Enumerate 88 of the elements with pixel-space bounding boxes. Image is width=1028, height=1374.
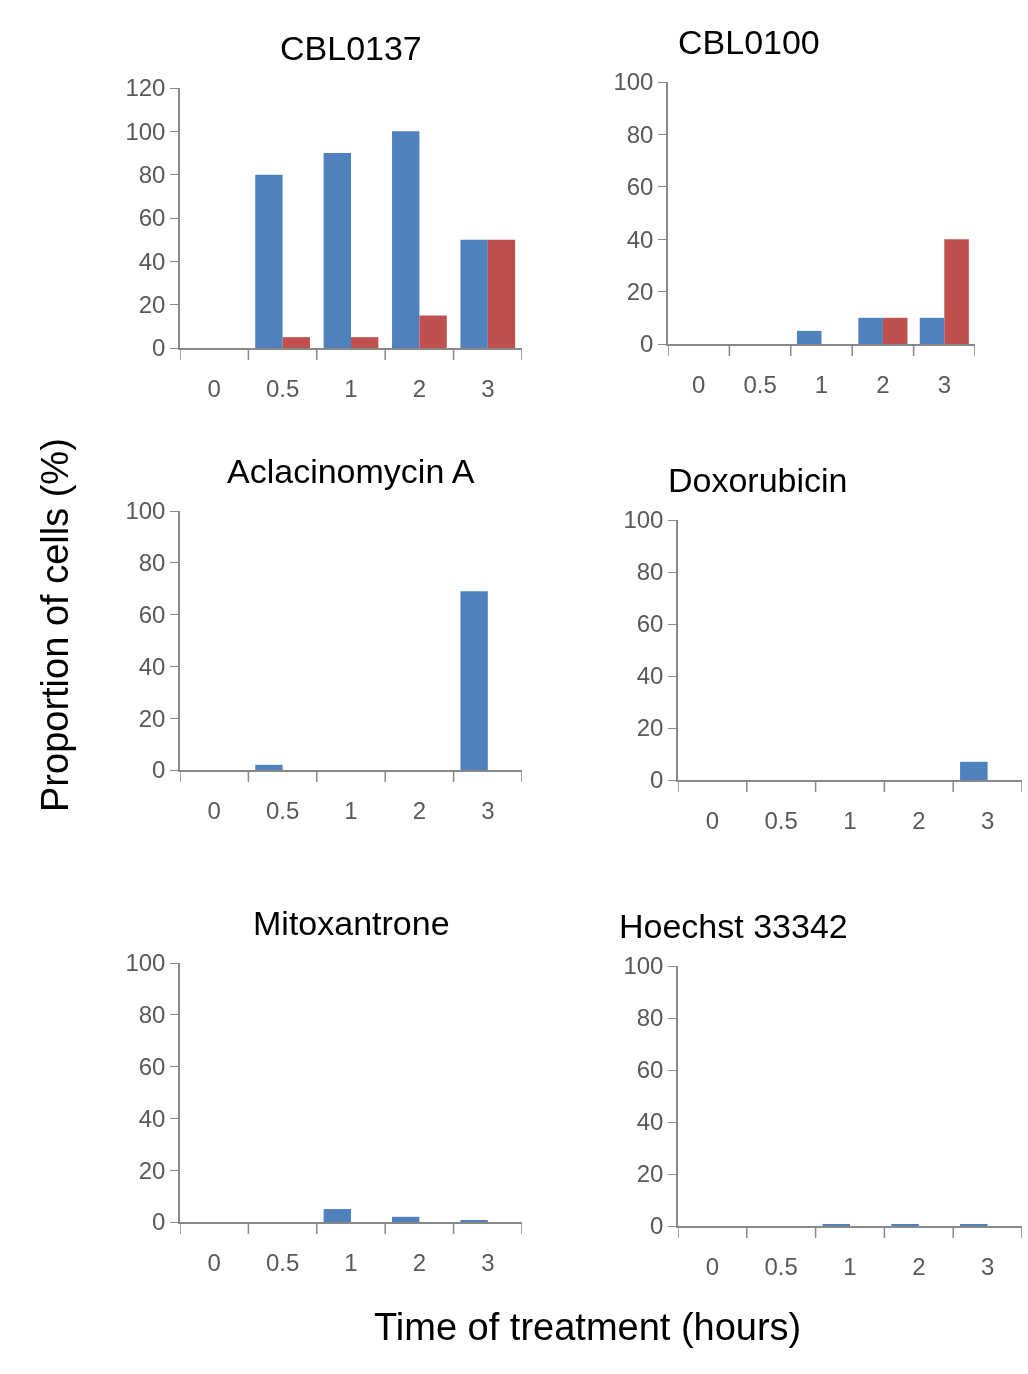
y-tick-label: 80 xyxy=(138,1001,166,1029)
x-tick-label: 0 xyxy=(207,374,221,402)
y-tick-label: 60 xyxy=(636,1056,664,1084)
bar xyxy=(460,239,488,348)
x-tick-label: 1 xyxy=(843,1252,857,1280)
y-tick-label: 0 xyxy=(152,1208,166,1236)
x-tick-label: 1 xyxy=(814,370,829,398)
x-tick-label: 0.5 xyxy=(265,1248,300,1276)
y-tick-label: 60 xyxy=(626,173,654,201)
y-tick-label: 100 xyxy=(125,117,166,145)
x-tick-label: 3 xyxy=(937,370,951,398)
y-tick-label: 100 xyxy=(613,68,654,96)
y-tick-label: 40 xyxy=(138,1104,166,1132)
y-tick-label: 60 xyxy=(138,204,166,232)
y-tick-label: 60 xyxy=(138,601,166,628)
x-tick-label: 0.5 xyxy=(265,796,300,824)
bar xyxy=(882,317,908,344)
x-tick-label: 2 xyxy=(876,370,890,398)
y-tick-label: 80 xyxy=(138,549,166,577)
x-tick-label: 3 xyxy=(980,1252,995,1280)
y-tick-label: 0 xyxy=(640,330,654,358)
chart-title: Doxorubicin xyxy=(668,461,848,499)
y-tick-label: 40 xyxy=(138,652,166,680)
bar xyxy=(944,239,969,344)
y-tick-label: 20 xyxy=(138,291,166,319)
x-tick-label: 0.5 xyxy=(743,370,777,398)
x-tick-label: 2 xyxy=(412,796,427,824)
bar xyxy=(351,337,379,348)
x-tick-label: 0 xyxy=(705,1252,720,1280)
bar xyxy=(796,330,822,344)
y-tick-label: 100 xyxy=(125,497,166,525)
bar xyxy=(323,153,351,348)
y-tick-label: 120 xyxy=(125,74,166,102)
x-tick-label: 3 xyxy=(481,374,495,402)
x-tick-label: 0 xyxy=(207,796,221,824)
chart-title: Hoechst 33342 xyxy=(619,907,848,945)
x-tick-label: 2 xyxy=(412,1248,427,1276)
chart-title: CBL0100 xyxy=(678,23,820,61)
y-tick-label: 80 xyxy=(636,1004,664,1032)
bar xyxy=(255,174,283,348)
y-tick-label: 20 xyxy=(636,1160,664,1188)
x-tick-label: 3 xyxy=(481,1248,495,1276)
y-tick-label: 40 xyxy=(626,225,654,253)
x-tick-label: 0.5 xyxy=(265,374,300,402)
y-tick-label: 0 xyxy=(650,1212,664,1240)
x-tick-label: 1 xyxy=(843,806,857,834)
y-tick-label: 20 xyxy=(138,1156,166,1184)
x-tick-label: 3 xyxy=(481,796,495,824)
chart-title: CBL0137 xyxy=(280,29,422,67)
x-tick-label: 2 xyxy=(912,1252,926,1280)
y-tick-label: 20 xyxy=(626,278,654,305)
y-tick-label: 80 xyxy=(636,558,664,586)
chart-title: Mitoxantrone xyxy=(253,904,450,942)
x-tick-label: 0 xyxy=(207,1248,221,1276)
x-axis-title: Time of treatment (hours) xyxy=(374,1306,802,1348)
y-tick-label: 40 xyxy=(636,1108,664,1136)
y-tick-label: 20 xyxy=(138,704,166,732)
y-tick-label: 40 xyxy=(636,662,664,690)
chart-title: Aclacinomycin A xyxy=(227,452,475,490)
y-tick-label: 0 xyxy=(650,766,664,794)
bar xyxy=(282,337,310,348)
y-tick-label: 20 xyxy=(636,714,664,742)
bar xyxy=(487,239,516,348)
x-tick-label: 1 xyxy=(344,796,358,824)
bar xyxy=(392,131,420,348)
x-tick-label: 1 xyxy=(344,1248,358,1276)
y-tick-label: 100 xyxy=(623,952,664,980)
y-axis-title: Proportion of cells (%) xyxy=(34,438,76,812)
x-tick-label: 0 xyxy=(692,370,706,398)
y-tick-label: 60 xyxy=(138,1053,166,1080)
bar xyxy=(858,317,883,344)
bar xyxy=(919,317,945,344)
y-tick-label: 40 xyxy=(138,247,166,275)
y-tick-label: 80 xyxy=(138,161,166,189)
y-tick-label: 80 xyxy=(626,120,654,148)
x-tick-label: 0.5 xyxy=(764,806,798,834)
y-tick-label: 0 xyxy=(152,334,166,362)
bar xyxy=(419,315,447,348)
y-tick-label: 100 xyxy=(125,949,166,977)
x-tick-label: 2 xyxy=(912,806,926,834)
y-tick-label: 0 xyxy=(152,756,166,784)
y-tick-label: 60 xyxy=(636,610,664,638)
x-tick-label: 1 xyxy=(344,374,358,402)
y-tick-label: 100 xyxy=(623,506,664,534)
x-tick-label: 0.5 xyxy=(764,1252,798,1280)
x-tick-label: 3 xyxy=(980,806,995,834)
x-tick-label: 2 xyxy=(412,374,427,402)
x-tick-label: 0 xyxy=(705,806,720,834)
